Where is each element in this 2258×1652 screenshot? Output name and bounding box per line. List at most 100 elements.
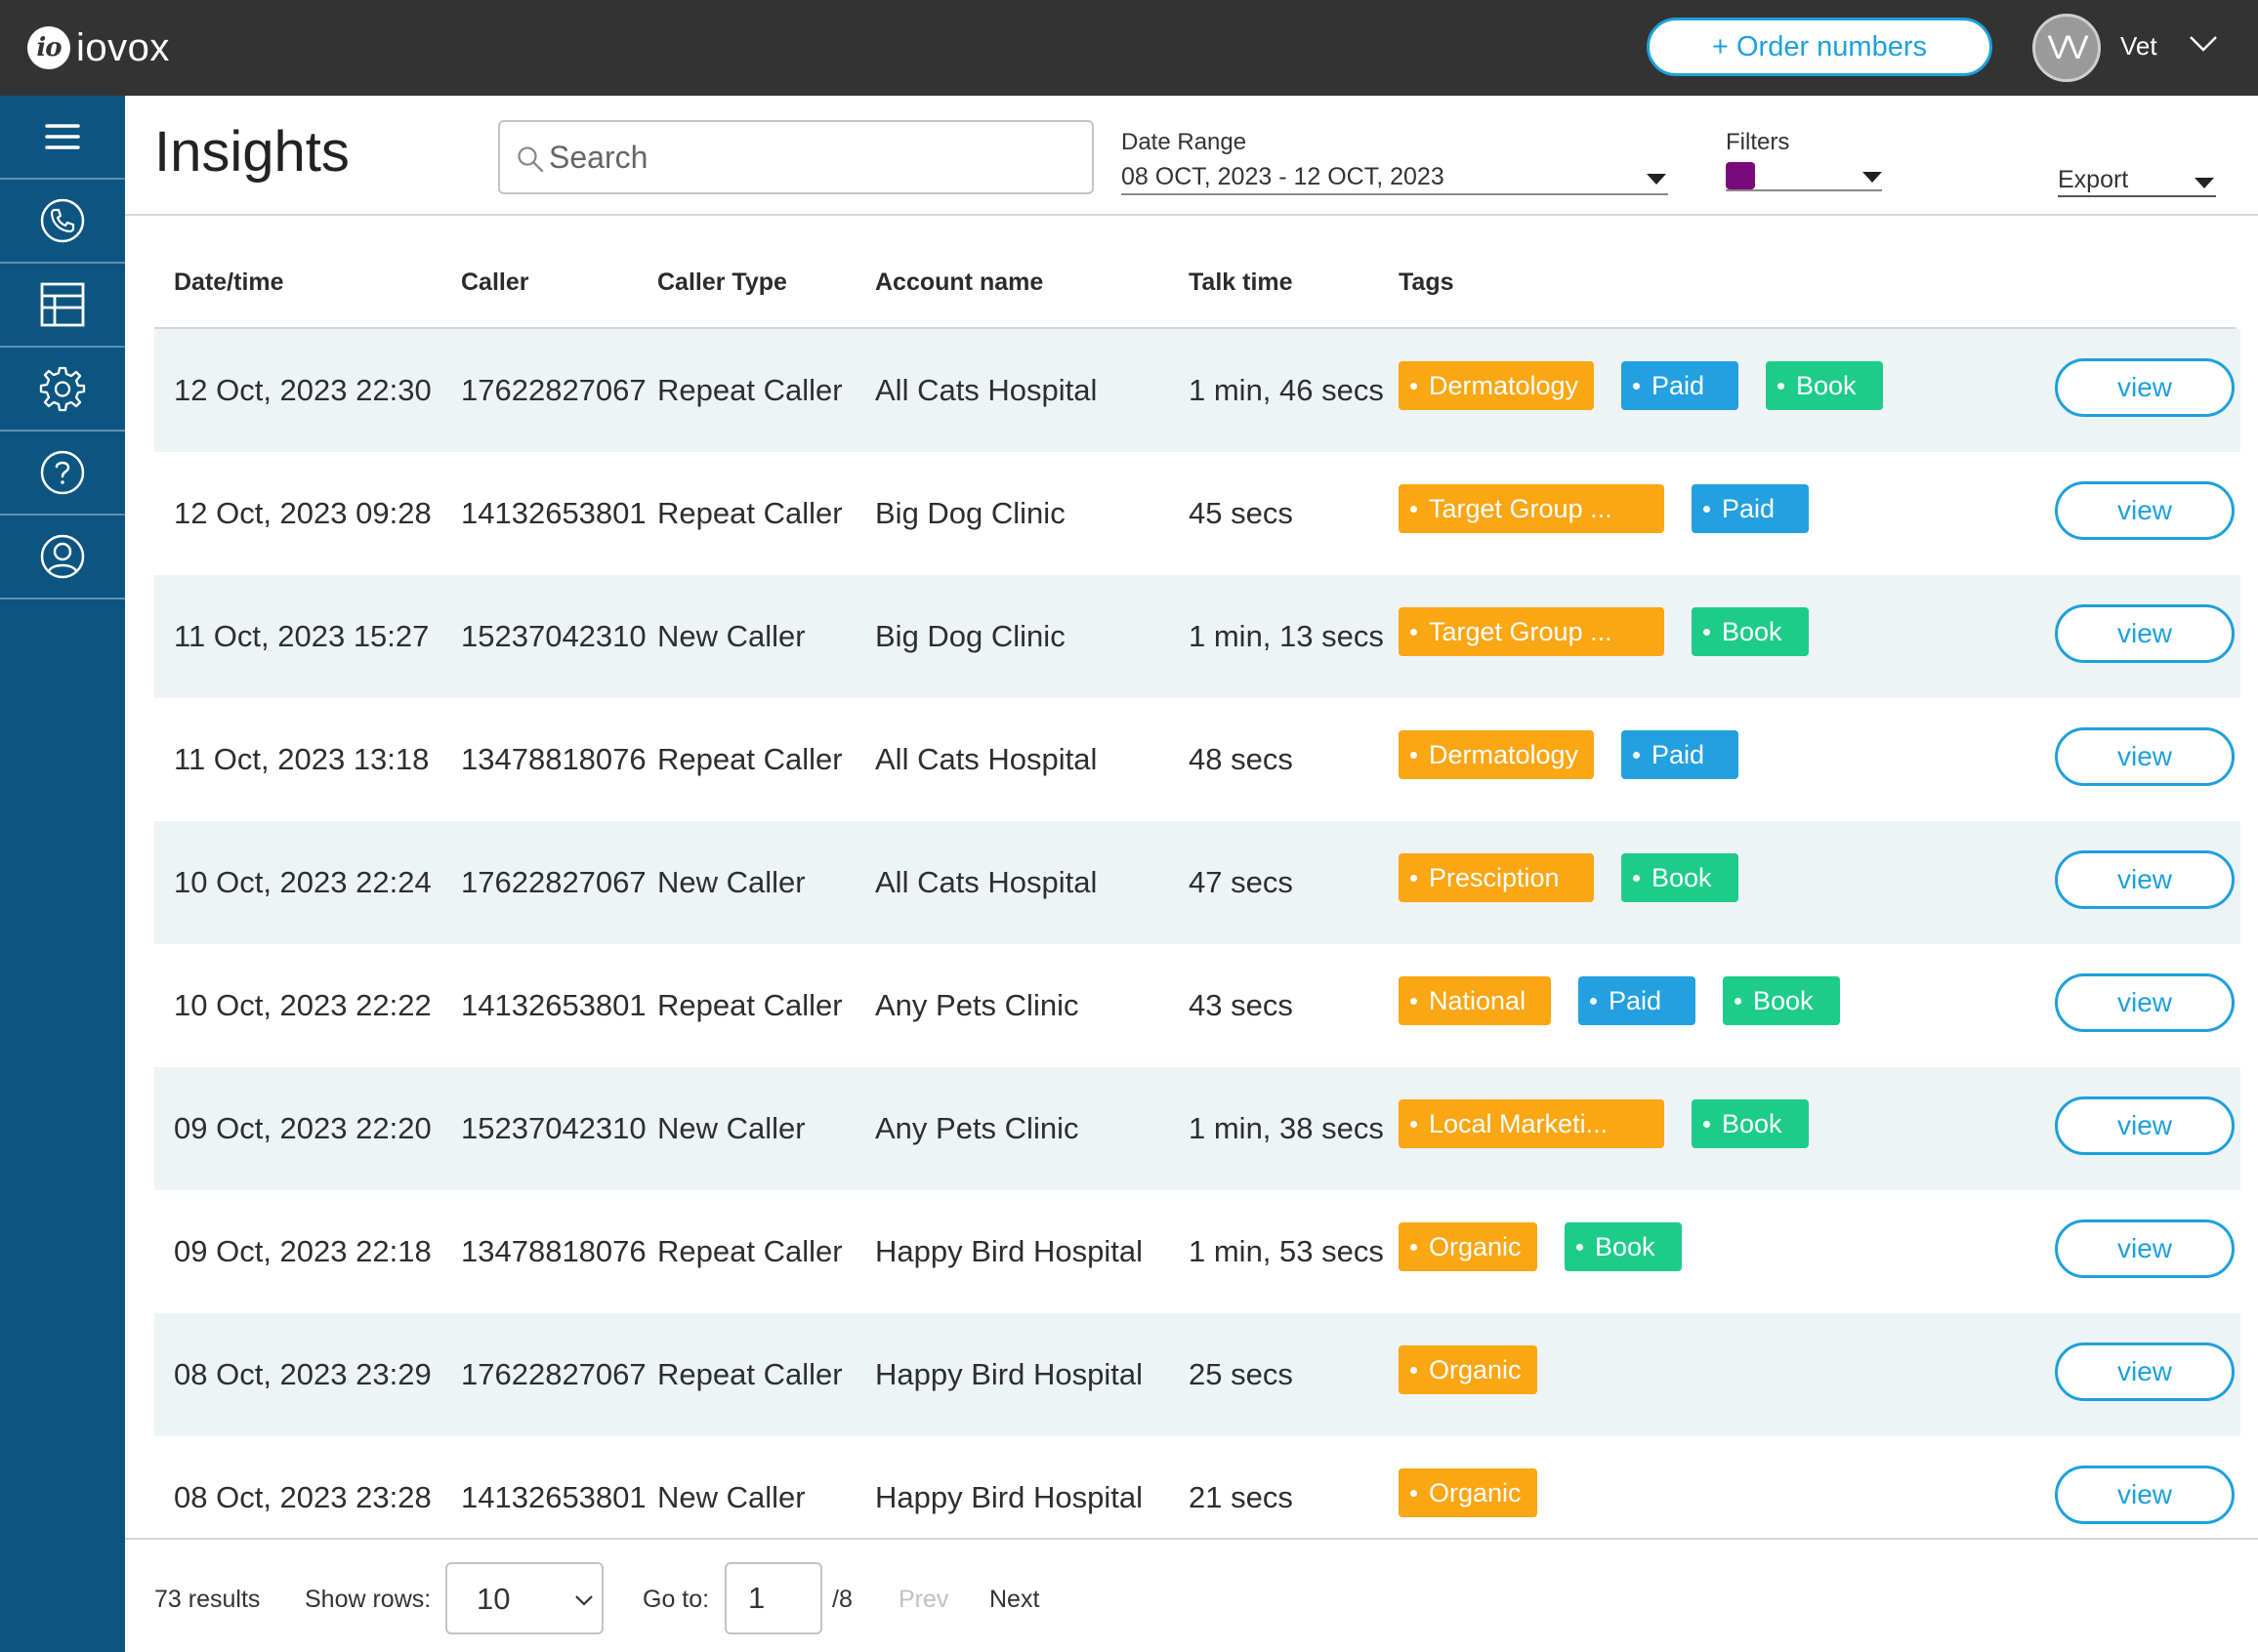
column-header-talk-time[interactable]: Talk time bbox=[1189, 268, 1293, 296]
cell-caller: 14132653801 bbox=[461, 496, 647, 530]
order-numbers-button[interactable]: + Order numbers bbox=[1647, 18, 1992, 76]
prev-page-button[interactable]: Prev bbox=[899, 1586, 949, 1613]
cell-datetime: 09 Oct, 2023 22:20 bbox=[174, 1111, 432, 1145]
cell-datetime: 12 Oct, 2023 09:28 bbox=[174, 496, 432, 530]
cell-caller: 15237042310 bbox=[461, 1111, 647, 1145]
iovox-logo[interactable]: io iovox bbox=[27, 25, 170, 70]
cell-caller-type: New Caller bbox=[657, 865, 806, 899]
column-header-caller[interactable]: Caller bbox=[461, 268, 529, 296]
tag-badge: Organic bbox=[1399, 1345, 1537, 1394]
footer-divider bbox=[125, 1538, 2258, 1540]
cell-caller: 15237042310 bbox=[461, 619, 647, 653]
cell-account-name: Big Dog Clinic bbox=[875, 619, 1066, 653]
cell-datetime: 11 Oct, 2023 13:18 bbox=[174, 742, 430, 776]
table-row[interactable]: 12 Oct, 2023 09:28 14132653801 Repeat Call… bbox=[154, 452, 2240, 575]
cell-account-name: Any Pets Clinic bbox=[875, 988, 1079, 1022]
column-header-caller-type[interactable]: Caller Type bbox=[657, 268, 787, 296]
cell-caller: 14132653801 bbox=[461, 1480, 647, 1514]
search-box[interactable] bbox=[498, 120, 1094, 194]
date-range-value: 08 OCT, 2023 - 12 OCT, 2023 bbox=[1121, 163, 1444, 190]
table-row[interactable]: 11 Oct, 2023 15:27 15237042310 New Caller B… bbox=[154, 575, 2240, 698]
cell-talk-time: 48 secs bbox=[1189, 742, 1293, 776]
caret-down-icon bbox=[1647, 174, 1666, 185]
column-header-account-name[interactable]: Account name bbox=[875, 268, 1044, 296]
cell-talk-time: 47 secs bbox=[1189, 865, 1293, 899]
cell-account-name: Big Dog Clinic bbox=[875, 496, 1066, 530]
view-button[interactable]: view bbox=[2055, 1342, 2235, 1401]
tag-badge: Presciption bbox=[1399, 853, 1594, 902]
column-header-tags[interactable]: Tags bbox=[1399, 268, 1454, 296]
tag-badge: Organic bbox=[1399, 1468, 1537, 1517]
avatar[interactable]: VV bbox=[2032, 14, 2101, 82]
sidebar-item-help[interactable] bbox=[0, 432, 125, 516]
sidebar-item-calls[interactable] bbox=[0, 180, 125, 264]
view-button[interactable]: view bbox=[2055, 358, 2235, 417]
tag-badge: Paid bbox=[1621, 361, 1738, 410]
cell-talk-time: 25 secs bbox=[1189, 1357, 1293, 1391]
cell-talk-time: 1 min, 38 secs bbox=[1189, 1111, 1384, 1145]
page-title: Insights bbox=[154, 120, 350, 184]
cell-caller-type: New Caller bbox=[657, 619, 806, 653]
view-button[interactable]: view bbox=[2055, 1096, 2235, 1155]
table-row[interactable]: 09 Oct, 2023 22:18 13478818076 Repeat Call… bbox=[154, 1190, 2240, 1313]
view-button[interactable]: view bbox=[2055, 481, 2235, 540]
help-icon bbox=[40, 450, 85, 495]
user-icon bbox=[40, 534, 85, 579]
sidebar-item-menu[interactable] bbox=[0, 96, 125, 180]
table-row[interactable]: 10 Oct, 2023 22:24 17622827067 New Caller A… bbox=[154, 821, 2240, 944]
cell-account-name: Happy Bird Hospital bbox=[875, 1357, 1143, 1391]
cell-caller: 17622827067 bbox=[461, 373, 647, 407]
cell-account-name: Happy Bird Hospital bbox=[875, 1480, 1143, 1514]
menu-icon bbox=[45, 124, 80, 149]
column-header-datetime[interactable]: Date/time bbox=[174, 268, 284, 296]
cell-caller-type: New Caller bbox=[657, 1111, 806, 1145]
table-row[interactable]: 12 Oct, 2023 22:30 17622827067 Repeat Call… bbox=[154, 329, 2240, 452]
tag-badge: Paid bbox=[1621, 730, 1738, 779]
table-row[interactable]: 08 Oct, 2023 23:28 14132653801 New Caller H… bbox=[154, 1436, 2240, 1559]
cell-caller-type: New Caller bbox=[657, 1480, 806, 1514]
tag-badge: Paid bbox=[1578, 976, 1695, 1025]
user-name[interactable]: Vet bbox=[2120, 31, 2157, 61]
view-button[interactable]: view bbox=[2055, 727, 2235, 786]
view-button[interactable]: view bbox=[2055, 973, 2235, 1032]
table-row[interactable]: 09 Oct, 2023 22:20 15237042310 New Caller A… bbox=[154, 1067, 2240, 1190]
cell-account-name: Any Pets Clinic bbox=[875, 1111, 1079, 1145]
table-row[interactable]: 10 Oct, 2023 22:22 14132653801 Repeat Call… bbox=[154, 944, 2240, 1067]
cell-datetime: 09 Oct, 2023 22:18 bbox=[174, 1234, 432, 1268]
table-row[interactable]: 08 Oct, 2023 23:29 17622827067 Repeat Call… bbox=[154, 1313, 2240, 1436]
view-button[interactable]: view bbox=[2055, 1466, 2235, 1524]
cell-caller: 14132653801 bbox=[461, 988, 647, 1022]
sidebar-item-settings[interactable] bbox=[0, 348, 125, 432]
sidebar-item-account[interactable] bbox=[0, 516, 125, 599]
view-button[interactable]: view bbox=[2055, 1219, 2235, 1278]
chevron-down-icon bbox=[575, 1595, 593, 1606]
cell-caller-type: Repeat Caller bbox=[657, 373, 843, 407]
cell-caller: 13478818076 bbox=[461, 742, 647, 776]
export-label: Export bbox=[2058, 166, 2129, 193]
tag-badge: Paid bbox=[1692, 484, 1809, 533]
cell-datetime: 12 Oct, 2023 22:30 bbox=[174, 373, 432, 407]
chevron-down-icon[interactable] bbox=[2188, 33, 2219, 55]
filters-select[interactable] bbox=[1726, 160, 1882, 191]
view-button[interactable]: view bbox=[2055, 604, 2235, 663]
view-button[interactable]: view bbox=[2055, 850, 2235, 909]
export-select[interactable]: Export bbox=[2058, 164, 2216, 197]
cell-account-name: All Cats Hospital bbox=[875, 373, 1098, 407]
tag-badge: Dermatology bbox=[1399, 361, 1594, 410]
total-pages: /8 bbox=[832, 1586, 853, 1613]
tag-badge: Book bbox=[1565, 1222, 1682, 1271]
cell-datetime: 10 Oct, 2023 22:24 bbox=[174, 865, 432, 899]
results-count: 73 results bbox=[154, 1586, 261, 1613]
cell-talk-time: 21 secs bbox=[1189, 1480, 1293, 1514]
search-input[interactable] bbox=[549, 139, 1076, 176]
goto-page-input[interactable] bbox=[725, 1562, 822, 1634]
cell-talk-time: 1 min, 53 secs bbox=[1189, 1234, 1384, 1268]
date-range-select[interactable]: 08 OCT, 2023 - 12 OCT, 2023 bbox=[1121, 160, 1668, 195]
table-row[interactable]: 11 Oct, 2023 13:18 13478818076 Repeat Call… bbox=[154, 698, 2240, 821]
next-page-button[interactable]: Next bbox=[989, 1586, 1040, 1613]
cell-datetime: 08 Oct, 2023 23:28 bbox=[174, 1480, 432, 1514]
rows-per-page-select[interactable]: 10 bbox=[445, 1562, 604, 1634]
tag-badge: Target Group ... bbox=[1399, 484, 1664, 533]
sidebar-item-reports[interactable] bbox=[0, 264, 125, 348]
cell-talk-time: 43 secs bbox=[1189, 988, 1293, 1022]
